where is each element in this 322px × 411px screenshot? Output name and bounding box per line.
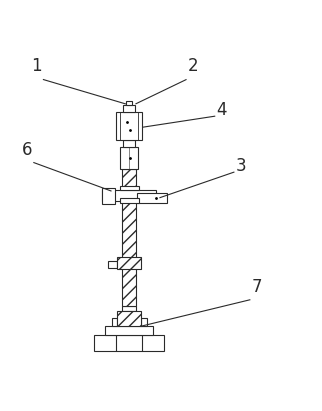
Bar xyxy=(94,335,164,351)
Text: 2: 2 xyxy=(188,57,198,75)
Bar xyxy=(105,326,153,335)
Text: 7: 7 xyxy=(251,279,262,296)
Bar xyxy=(137,193,167,203)
Bar xyxy=(117,312,141,326)
Bar xyxy=(122,306,136,312)
Bar xyxy=(117,256,141,269)
Bar xyxy=(120,147,138,169)
Bar xyxy=(102,190,156,201)
Bar xyxy=(119,186,139,190)
Text: 3: 3 xyxy=(235,157,246,175)
Bar xyxy=(123,140,135,147)
Bar xyxy=(119,198,139,203)
Bar xyxy=(122,169,136,306)
Bar xyxy=(108,261,117,268)
Bar xyxy=(141,318,147,326)
Text: 1: 1 xyxy=(31,57,42,75)
Bar xyxy=(126,101,132,105)
Text: 6: 6 xyxy=(22,141,32,159)
Bar xyxy=(123,105,135,112)
Bar xyxy=(116,112,142,140)
Bar xyxy=(102,188,115,204)
Text: 4: 4 xyxy=(216,101,227,119)
Bar xyxy=(111,318,117,326)
